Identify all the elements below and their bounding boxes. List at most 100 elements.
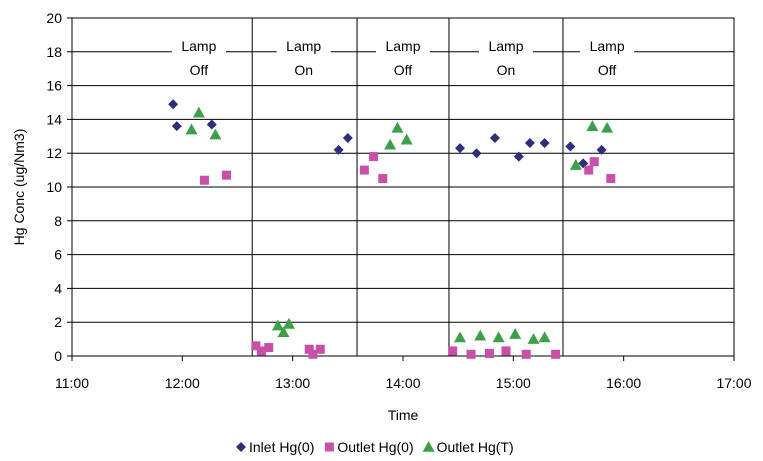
outlet-hg-0-point: [304, 344, 314, 354]
annotation-line1: Lamp: [590, 38, 625, 54]
annotation-background: [580, 37, 635, 85]
inlet-hg-0-point: [342, 132, 353, 143]
annotation-background: [276, 37, 331, 85]
x-tick-label: 11:00: [55, 375, 89, 391]
y-tick-label: 4: [54, 280, 62, 296]
inlet-hg-0-point: [596, 144, 607, 155]
outlet-hg-0-point: [501, 346, 511, 356]
outlet-hg-t-point: [391, 121, 404, 133]
inlet-hg-0-point: [206, 119, 217, 130]
x-tick-label: 13:00: [275, 375, 310, 391]
outlet-hg-t-point: [209, 128, 222, 140]
legend-label: Outlet Hg(T): [437, 439, 514, 455]
annotation-background: [376, 37, 430, 85]
legend-label: Outlet Hg(0): [337, 439, 413, 455]
inlet-hg-0-point: [333, 144, 344, 155]
annotation-line1: Lamp: [181, 38, 216, 54]
outlet-hg-0-point: [448, 346, 458, 356]
annotation-line2: Off: [190, 62, 209, 78]
y-tick-label: 14: [46, 111, 62, 127]
outlet-hg-0-point: [308, 349, 318, 359]
outlet-hg-t-point: [527, 333, 540, 344]
section-dividers: [251, 18, 564, 356]
inlet-hg-0-point: [524, 138, 535, 149]
legend-marker-square: [324, 442, 334, 452]
y-tick-label: 2: [54, 314, 62, 330]
outlet-hg-t-point: [586, 120, 599, 131]
outlet-hg-0-point: [589, 157, 599, 167]
outlet-hg-t-point: [492, 331, 505, 343]
x-tick-label: 14:00: [385, 375, 420, 391]
legend: Inlet Hg(0) Outlet Hg(0) Outlet Hg(T): [236, 439, 514, 455]
outlet-hg-t-point: [601, 121, 614, 133]
outlet-hg-t-point: [192, 106, 205, 118]
outlet-hg-0-point: [551, 349, 561, 359]
inlet-hg-0-point: [455, 143, 466, 154]
outlet-hg-0-point: [521, 349, 531, 359]
x-axis-ticks: 11:00 12:00 13:00 14:00 15:00 16:00 17:00: [55, 356, 752, 391]
outlet-hg-t-point: [282, 317, 295, 329]
outlet-hg-0-point: [256, 346, 266, 356]
annotation-line1: Lamp: [488, 38, 523, 54]
outlet-hg-0-point: [369, 152, 379, 162]
outlet-hg-0-point: [315, 344, 325, 354]
y-tick-label: 18: [46, 44, 62, 60]
outlet-hg-t-point: [271, 319, 284, 331]
x-axis-title: Time: [388, 407, 419, 423]
x-tick-label: 17:00: [716, 375, 751, 391]
x-tick-label: 12:00: [165, 375, 200, 391]
annotation-background: [171, 37, 226, 85]
y-tick-label: 10: [46, 179, 62, 195]
y-axis-title: Hg Conc (ug/Nm3): [11, 129, 27, 246]
outlet-hg-t-point: [384, 138, 397, 150]
outlet-hg-t-point: [400, 133, 413, 145]
outlet-hg-0-point: [359, 165, 369, 175]
outlet-hg-t-point: [474, 329, 487, 341]
lamp-annotations: Lamp Off Lamp On Lamp Off Lamp On Lamp Off: [171, 37, 635, 85]
outlet-hg-t-point: [538, 331, 551, 343]
grid-lines: [72, 51, 734, 323]
legend-marker-diamond: [236, 442, 246, 452]
outlet-hg-t-point: [185, 123, 198, 135]
outlet-hg-0-point: [466, 349, 476, 359]
inlet-hg-0-point: [539, 138, 550, 149]
outlet-hg-t-point: [509, 328, 522, 339]
legend-label: Inlet Hg(0): [249, 439, 314, 455]
outlet-hg-0-point: [264, 343, 274, 353]
y-tick-label: 6: [54, 247, 62, 263]
outlet-hg-0-point: [251, 341, 261, 351]
annotation-background: [478, 37, 533, 85]
outlet-hg-0-point: [199, 175, 209, 185]
outlet-hg-0-point: [378, 174, 388, 184]
annotation-line2: On: [294, 62, 313, 78]
outlet-hg-t-point: [454, 331, 467, 343]
inlet-hg-0-point: [168, 99, 179, 110]
inlet-hg-0-point: [513, 151, 524, 162]
annotation-line1: Lamp: [286, 38, 321, 54]
inlet-hg-0-point: [489, 132, 500, 143]
x-tick-label: 15:00: [496, 375, 531, 391]
y-tick-label: 8: [54, 213, 62, 229]
outlet-hg-t-point: [277, 326, 290, 338]
outlet-hg-0-point: [221, 170, 231, 180]
annotation-line1: Lamp: [385, 38, 420, 54]
outlet-hg-t-point: [569, 159, 582, 170]
inlet-hg-0-point: [565, 141, 576, 152]
annotation-line2: On: [497, 62, 516, 78]
legend-marker-triangle: [422, 441, 435, 452]
data-points: [168, 99, 616, 359]
x-tick-label: 16:00: [606, 375, 641, 391]
inlet-hg-0-point: [171, 121, 182, 132]
annotation-line2: Off: [598, 62, 617, 78]
outlet-hg-0-point: [584, 165, 594, 175]
y-tick-label: 12: [46, 145, 62, 161]
outlet-hg-0-point: [484, 348, 494, 358]
y-tick-label: 20: [46, 10, 62, 26]
annotation-line2: Off: [394, 62, 413, 78]
inlet-hg-0-point: [471, 148, 482, 159]
y-tick-label: 0: [54, 348, 62, 364]
y-axis-ticks: 0 2 4 6 8 10 12 14 16 18 20: [46, 10, 72, 364]
outlet-hg-0-point: [606, 174, 616, 184]
y-tick-label: 16: [46, 78, 62, 94]
